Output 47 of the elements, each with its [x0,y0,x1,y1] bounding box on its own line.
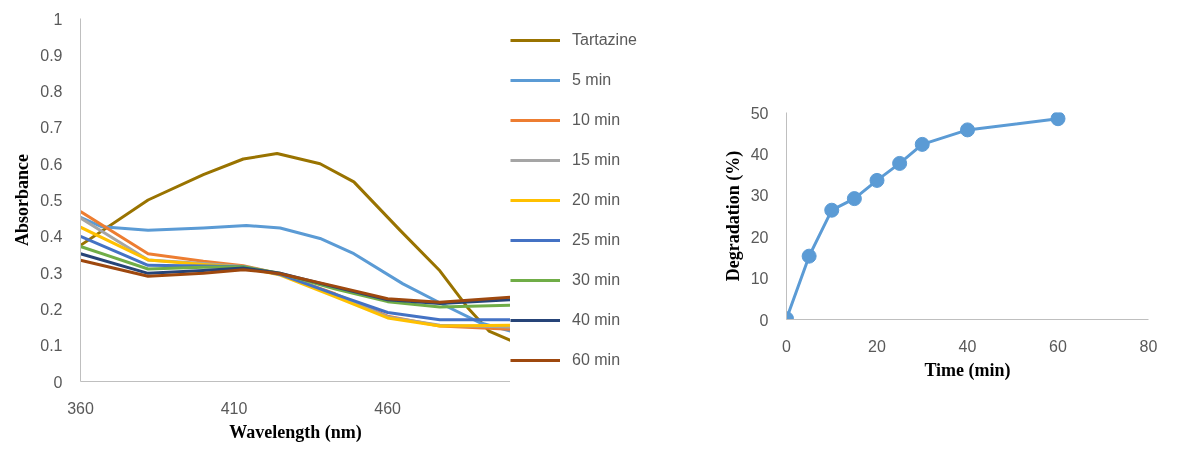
x-tick-label: 80 [1139,337,1158,355]
y-tick-label: 50 [750,104,769,122]
y-axis-title: Degradation (%) [722,150,744,282]
point [914,136,930,152]
line-series [80,152,510,342]
point [892,155,908,171]
point [960,122,975,138]
x-axis-title: Time (min) [924,359,1011,381]
legend-label: 5 min [572,70,612,89]
y-axis-title: Absorbance [12,153,33,246]
y-tick-label: 1 [53,10,63,28]
legend-label: 60 min [572,350,621,369]
x-tick-label: 410 [220,399,248,417]
y-tick-label: 0 [53,373,63,391]
point [824,202,840,218]
x-tick-label: 360 [67,399,94,417]
y-tick-label: 30 [750,187,769,205]
x-axis-title: Wavelength (nm) [229,421,362,443]
y-tick-label: 0.7 [40,119,63,137]
y-tick-label: 0.5 [40,192,63,209]
legend-label: 20 min [572,190,621,209]
y-tick-label: 0.8 [40,83,63,101]
point [869,172,885,188]
legend-label: 25 min [572,230,621,249]
y-tick-label: 40 [750,145,769,163]
legend-label: 10 min [572,110,621,129]
y-tick-label: 0.2 [40,300,63,318]
x-tick-label: 20 [868,337,886,355]
x-tick-label: 0 [782,337,792,355]
legend-label: 30 min [572,270,621,289]
y-tick-label: 10 [750,270,769,288]
point [1050,112,1066,127]
y-tick-label: 0.6 [40,155,63,173]
y-tick-label: 0.1 [40,337,63,355]
x-tick-label: 460 [374,399,402,417]
x-tick-label: 60 [1049,337,1067,355]
legend-label: Tartazine [572,30,637,49]
y-tick-label: 0.3 [40,264,63,282]
legend-label: 15 min [572,150,621,169]
point [846,191,862,207]
legend-label: 40 min [572,310,621,329]
x-tick-label: 40 [958,337,977,355]
y-tick-label: 0.9 [40,46,63,64]
y-tick-label: 0 [759,311,769,329]
point [801,248,817,264]
y-tick-label: 0.4 [40,228,63,246]
y-tick-label: 20 [750,228,769,246]
